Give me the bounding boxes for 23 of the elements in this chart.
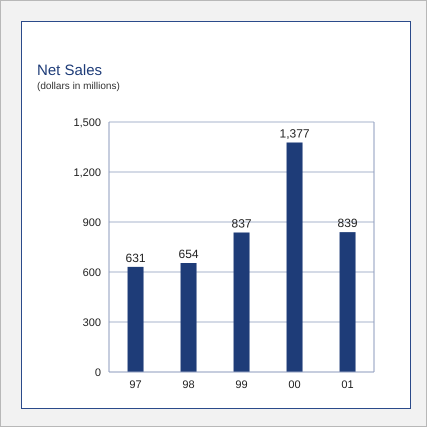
bar	[234, 232, 250, 372]
bar	[286, 142, 303, 372]
data-label: 631	[126, 250, 146, 265]
x-tick-label: 97	[129, 378, 142, 391]
chart-title: Net Sales	[37, 62, 102, 79]
data-label: 654	[178, 247, 199, 261]
x-tick-label: 98	[182, 378, 195, 391]
x-tick-label: 00	[288, 378, 301, 391]
y-tick-label: 0	[94, 366, 101, 379]
data-label: 837	[232, 216, 252, 230]
y-tick-label: 900	[82, 216, 101, 229]
bar	[180, 263, 197, 372]
data-label: 1,377	[280, 126, 310, 140]
chart-subtitle: (dollars in millions)	[37, 81, 120, 92]
y-tick-label: 1,500	[73, 116, 101, 129]
y-tick-label: 600	[82, 266, 101, 279]
y-tick-label: 300	[82, 316, 101, 329]
bar	[128, 266, 144, 372]
data-label: 839	[338, 216, 358, 230]
y-tick-label: 1,200	[73, 166, 101, 179]
bar	[340, 232, 356, 372]
x-tick-label: 01	[341, 378, 354, 391]
x-tick-label: 99	[235, 378, 248, 391]
